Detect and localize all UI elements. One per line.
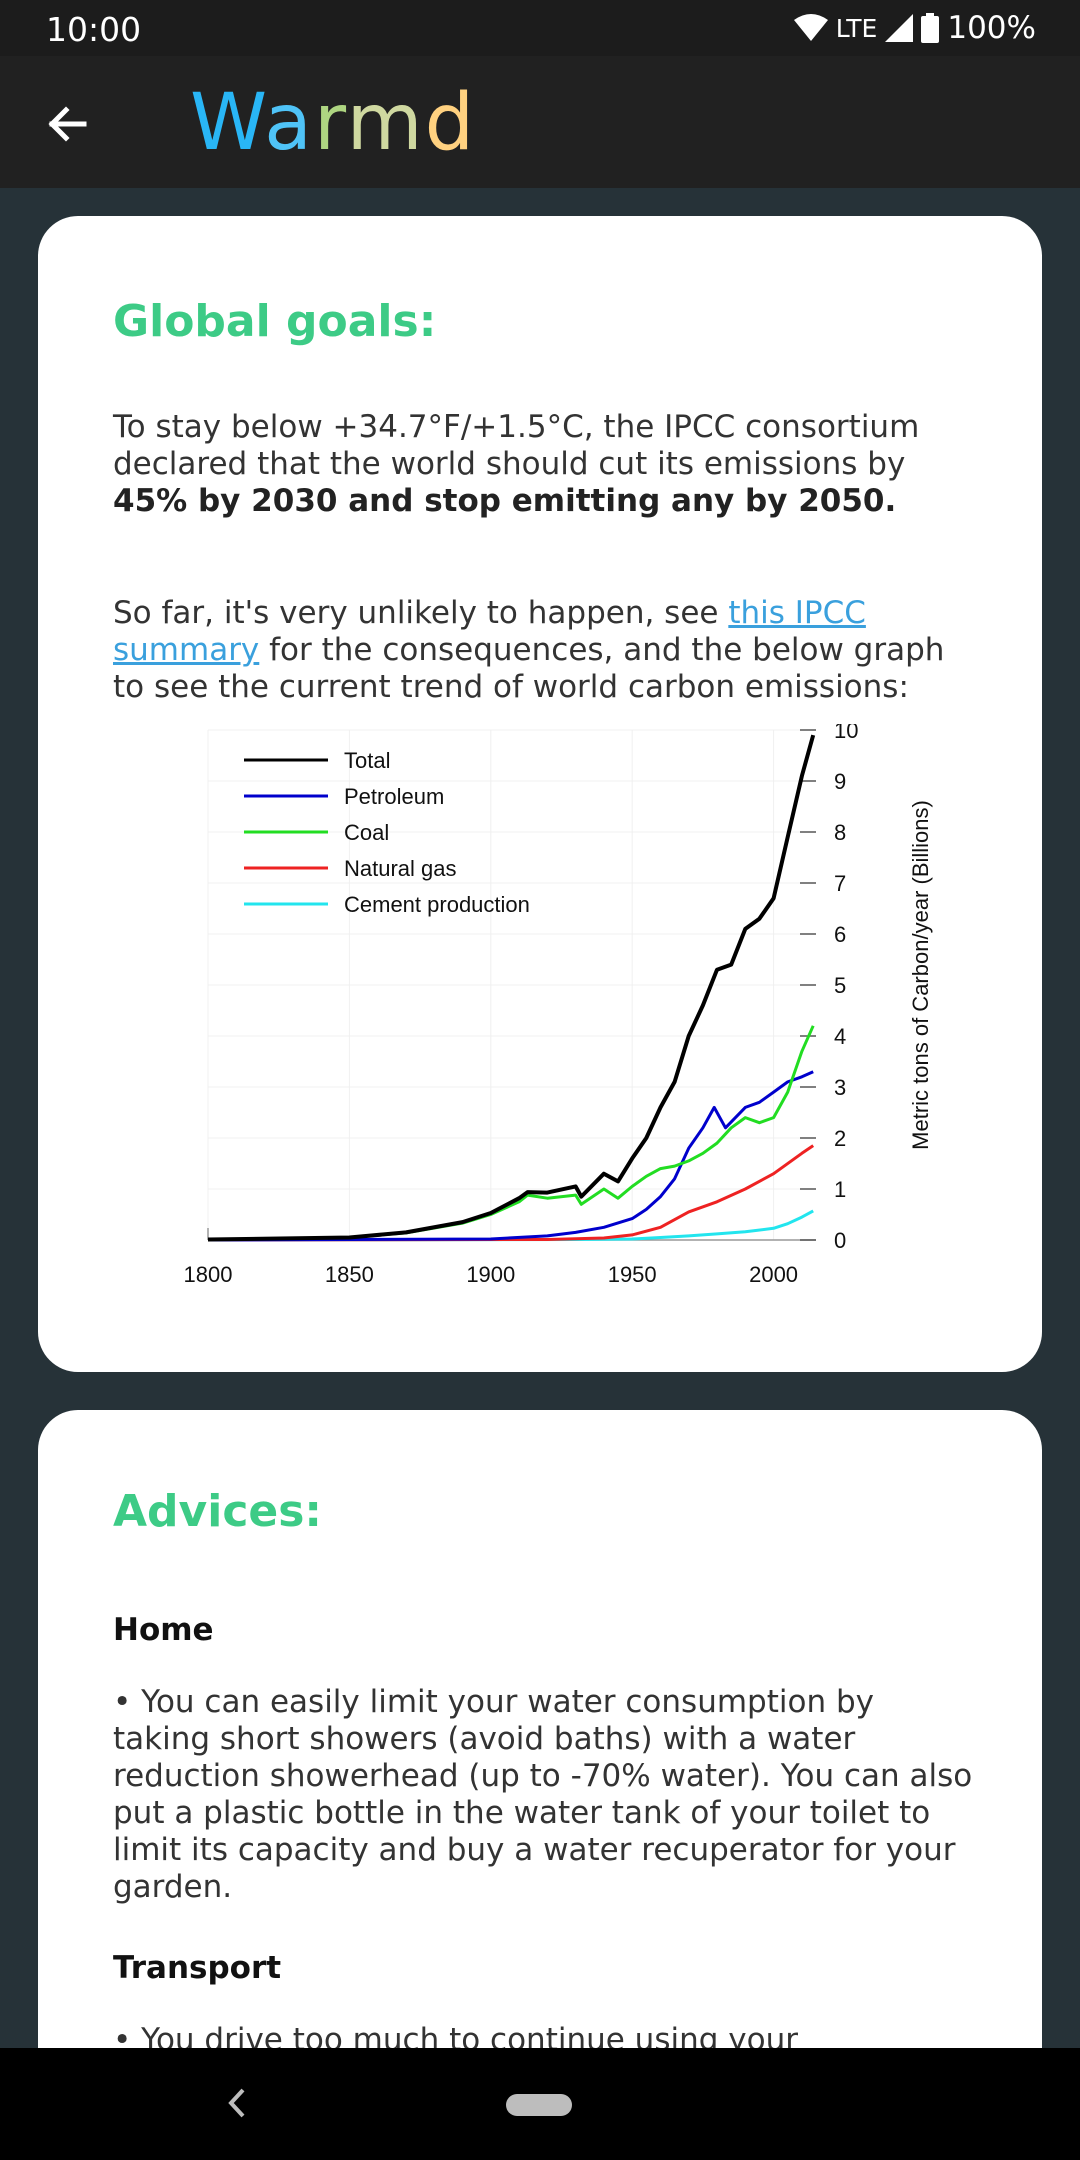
app-logo-letter: m — [346, 78, 425, 168]
emissions-chart: 0 1 2 3 4 5 6 7 8 9 10 1800 1850 1900 1950 2000 Metric t… — [184, 724, 933, 1284]
battery-label: 100% — [947, 10, 1036, 46]
advices-heading: Advices: — [113, 1486, 323, 1537]
y-tick-label: 6 — [834, 922, 846, 947]
global-goals-card: Global goals: To stay below +34.7°F/+1.5… — [38, 216, 1042, 1372]
nav-back-icon[interactable] — [225, 2086, 249, 2120]
y-tick-label: 8 — [834, 820, 846, 845]
series-line-cement-production — [207, 1209, 814, 1242]
trend-paragraph: So far, it's very unlikely to happen, se… — [113, 595, 973, 706]
x-tick-label: 2000 — [749, 1262, 798, 1284]
ipcc-summary-link[interactable]: this IPCC summary — [113, 595, 866, 668]
legend-label: Natural gas — [344, 856, 457, 881]
y-tick-label: 7 — [834, 871, 846, 896]
series-line-total — [207, 734, 816, 1242]
y-tick-label: 3 — [834, 1075, 846, 1100]
legend-label: Cement production — [344, 892, 530, 917]
legend-label: Petroleum — [344, 784, 444, 809]
y-tick-label: 2 — [834, 1126, 846, 1151]
legend-label: Coal — [344, 820, 389, 845]
y-tick-label: 10 — [834, 724, 858, 743]
x-tick-label: 1950 — [608, 1262, 657, 1284]
trend-text-pre: So far, it's very unlikely to happen, se… — [113, 595, 729, 631]
signal-icon — [885, 14, 914, 42]
app-logo-letter: r — [313, 78, 347, 168]
transport-advice-text: • You drive too much to continue using y… — [113, 2022, 798, 2048]
battery-icon — [921, 13, 940, 43]
y-tick-label: 5 — [834, 973, 846, 998]
app-logo: Warmd — [190, 78, 476, 168]
y-tick-label: 4 — [834, 1024, 846, 1049]
advices-card: Advices: Home • You can easily limit you… — [38, 1410, 1042, 2048]
y-tick-label: 0 — [834, 1228, 846, 1253]
trend-text-post: for the consequences, and the below grap… — [113, 632, 945, 705]
y-tick-label: 9 — [834, 769, 846, 794]
goals-paragraph: To stay below +34.7°F/+1.5°C, the IPCC c… — [113, 409, 973, 520]
series-line-coal — [207, 1025, 815, 1241]
app-logo-letter: d — [424, 78, 477, 168]
wifi-icon — [793, 14, 828, 41]
status-icons: LTE 100% — [793, 10, 1036, 46]
home-advice-text: • You can easily limit your water consum… — [113, 1684, 973, 1905]
back-arrow-icon[interactable] — [40, 96, 96, 152]
home-section-title: Home — [113, 1612, 214, 1648]
transport-section-title: Transport — [113, 1950, 282, 1986]
y-tick-label: 1 — [834, 1177, 846, 1202]
app-logo-letter: W — [190, 78, 265, 168]
global-goals-heading: Global goals: — [113, 296, 437, 347]
series-line-natural-gas — [207, 1144, 815, 1242]
system-nav-bar — [0, 2048, 1080, 2160]
app-logo-letter: a — [264, 78, 314, 168]
app-bar: Warmd — [0, 56, 1080, 188]
series-line-petroleum — [207, 1070, 814, 1242]
status-time: 10:00 — [46, 10, 142, 49]
goals-bold-text: 45% by 2030 and stop emitting any by 205… — [113, 483, 897, 519]
y-axis-label: Metric tons of Carbon/year (Billions) — [908, 800, 933, 1150]
scroll-content[interactable]: Global goals: To stay below +34.7°F/+1.5… — [0, 188, 1080, 2048]
x-tick-label: 1800 — [184, 1262, 233, 1284]
x-tick-label: 1850 — [325, 1262, 374, 1284]
x-tick-label: 1900 — [466, 1262, 515, 1284]
network-label: LTE — [835, 13, 878, 43]
status-bar: 10:00 LTE 100% — [0, 0, 1080, 56]
legend-label: Total — [344, 748, 390, 773]
nav-home-pill[interactable] — [506, 2094, 572, 2116]
goals-text: To stay below +34.7°F/+1.5°C, the IPCC c… — [113, 409, 920, 482]
